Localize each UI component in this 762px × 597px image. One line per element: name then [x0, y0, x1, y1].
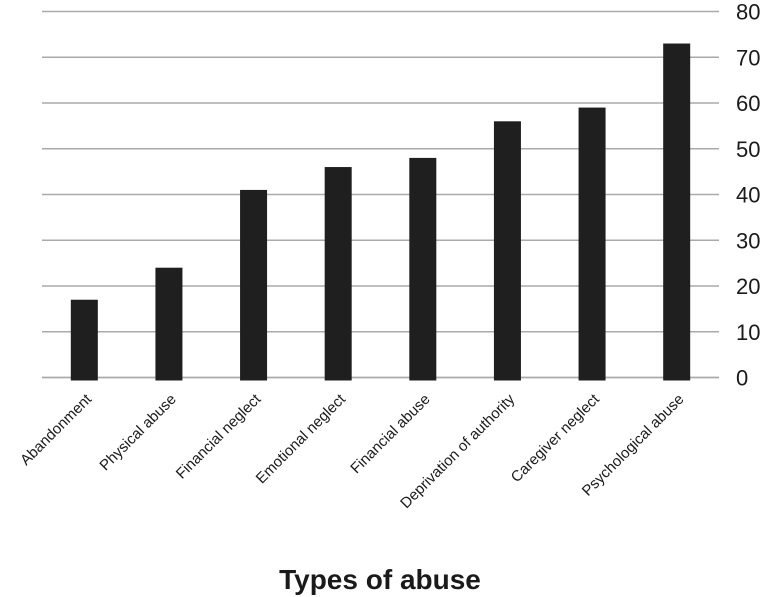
bar-financial-abuse: [409, 157, 437, 381]
x-tick-label: Financial abuse: [347, 391, 433, 477]
bar-deprivation-of-authority: [493, 121, 521, 381]
gridlines-group: [42, 10, 719, 379]
x-tick-label: Caregiver neglect: [508, 390, 604, 486]
y-tick-label: 50: [736, 137, 760, 162]
bar-emotional-neglect: [324, 167, 352, 381]
bars-group: [70, 43, 691, 381]
y-tick-label: 80: [736, 0, 760, 25]
y-tick-label: 0: [736, 366, 748, 391]
x-axis-title: Types of abuse: [279, 564, 481, 595]
x-tick-label: Financial neglect: [173, 390, 265, 482]
bar-financial-neglect: [240, 189, 268, 381]
y-tick-label: 10: [736, 320, 760, 345]
bar-abandonment: [70, 299, 98, 381]
bar-caregiver-neglect: [578, 107, 606, 381]
y-axis-tick-labels-group: 0 10 20 30 40 50 60 70 80: [736, 0, 760, 391]
x-tick-label: Emotional neglect: [253, 390, 350, 487]
x-tick-label: Physical abuse: [96, 391, 179, 474]
y-tick-label: 70: [736, 45, 760, 70]
y-tick-label: 40: [736, 183, 760, 208]
bar-psychological-abuse: [663, 43, 691, 381]
x-tick-label: Abandonment: [17, 390, 96, 469]
bar-physical-abuse: [155, 267, 183, 381]
y-tick-label: 60: [736, 91, 760, 116]
y-tick-label: 30: [736, 228, 760, 253]
y-tick-label: 20: [736, 274, 760, 299]
